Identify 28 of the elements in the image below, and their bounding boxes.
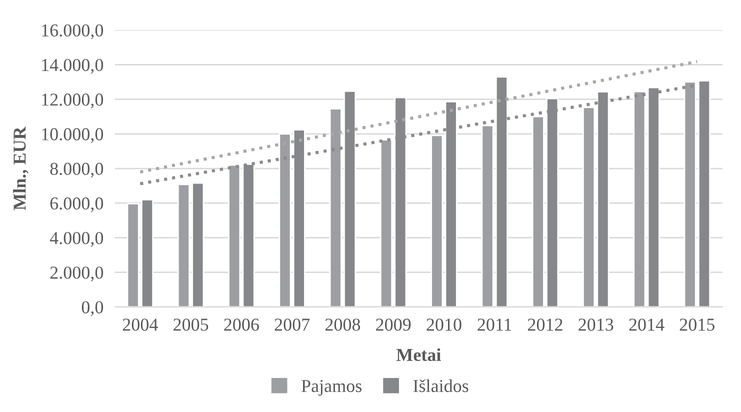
y-tick-label: 12.000,0 (42, 94, 104, 108)
y-tick-label: 10.000,0 (42, 128, 104, 143)
y-axis-title: Mln., EUR (13, 126, 28, 210)
x-tick-label: 2004 (122, 318, 158, 331)
x-axis-title: Metai (396, 348, 441, 362)
x-tick-label: 2012 (528, 318, 562, 331)
x-tick-label: 2006 (224, 318, 259, 331)
x-tick-label: 2015 (680, 318, 715, 331)
x-tick-label: 2008 (325, 318, 360, 331)
x-tick-label: 2013 (578, 318, 614, 331)
y-tick-label: 2.000,0 (50, 266, 104, 282)
bar (430, 134, 444, 307)
x-tick-label: 2010 (426, 318, 462, 331)
x-tick-label: 2014 (629, 318, 664, 331)
y-tick-label: 4.000,0 (50, 232, 104, 247)
y-tick-label: 8.000,0 (50, 162, 104, 178)
x-tick-label: 2005 (174, 318, 208, 331)
x-tick-label: 2009 (376, 318, 411, 331)
y-tick-label: 0,0 (82, 301, 104, 316)
x-tick-label: 2011 (478, 318, 512, 331)
legend-label: Išlaidos (413, 379, 468, 392)
x-tick-label: 2007 (274, 318, 310, 331)
y-tick-label: 16.000,0 (42, 24, 104, 40)
bar (633, 90, 646, 307)
y-tick-label: 14.000,0 (42, 58, 104, 74)
bar (228, 164, 241, 307)
legend-label: Pajamos (302, 380, 362, 396)
y-tick-label: 6.000,0 (50, 197, 104, 212)
